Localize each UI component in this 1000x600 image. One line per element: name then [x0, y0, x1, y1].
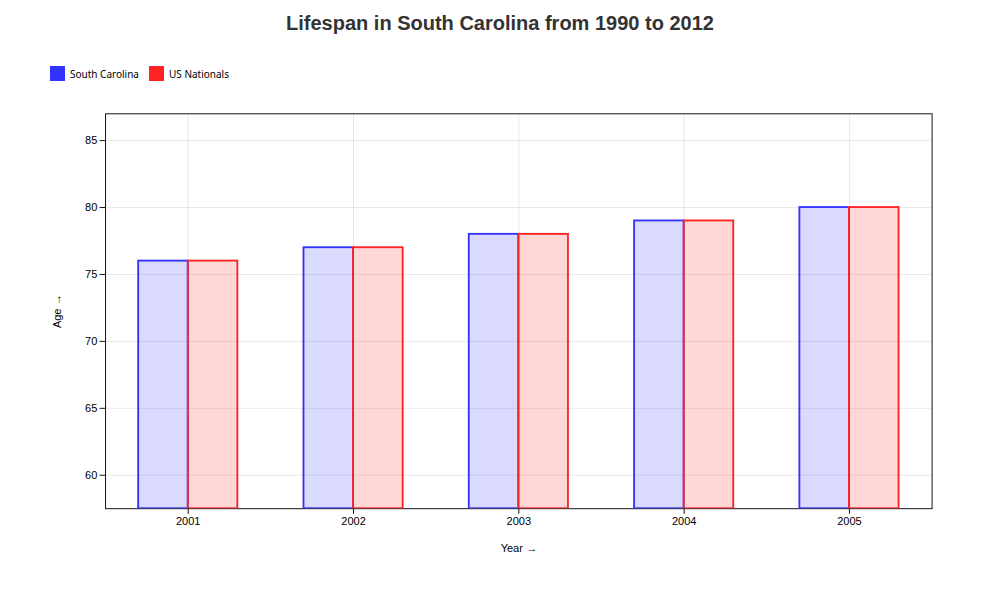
- svg-text:60: 60: [85, 469, 97, 481]
- svg-text:65: 65: [85, 402, 97, 414]
- svg-text:2005: 2005: [837, 515, 862, 527]
- svg-text:Year →: Year →: [501, 542, 537, 554]
- svg-text:2001: 2001: [176, 515, 201, 527]
- svg-text:85: 85: [85, 134, 97, 146]
- svg-text:Age →: Age →: [51, 294, 63, 328]
- svg-text:80: 80: [85, 201, 97, 213]
- html-text:US Nationals: US Nationals: [169, 66, 229, 81]
- html-text:Lifespan in South Carolina fro: Lifespan in South Carolina from 1990 to …: [286, 12, 714, 34]
- svg-text:75: 75: [85, 268, 97, 280]
- svg-text:2004: 2004: [672, 515, 697, 527]
- svg-text:2002: 2002: [341, 515, 366, 527]
- html-text:South Carolina: South Carolina: [70, 66, 139, 81]
- svg-text:2003: 2003: [507, 515, 532, 527]
- svg-text:70: 70: [85, 335, 97, 347]
